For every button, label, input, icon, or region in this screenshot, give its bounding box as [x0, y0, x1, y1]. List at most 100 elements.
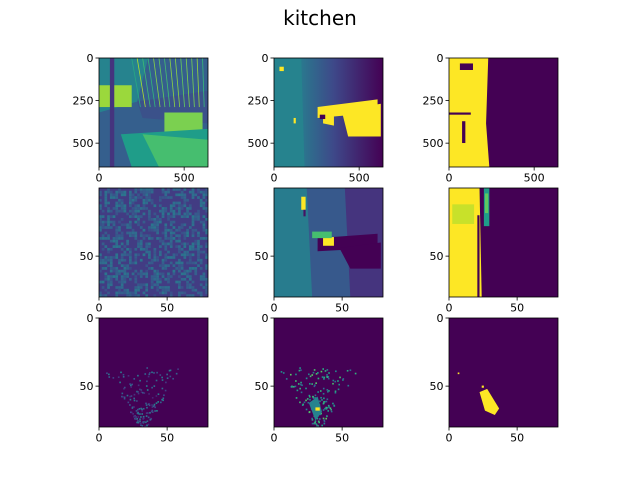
sparse-point [157, 393, 160, 396]
feature-cell [123, 209, 127, 213]
feature-cell [156, 288, 159, 292]
feature-cell [134, 234, 138, 238]
y-tick-label: 0 [87, 52, 94, 65]
feature-cell [175, 212, 179, 216]
feature-cell [112, 256, 116, 259]
feature-cell [153, 223, 157, 227]
feature-cell [188, 253, 192, 257]
feature-cell [120, 201, 124, 205]
feature-cell [120, 193, 124, 197]
sparse-point [326, 398, 329, 401]
feature-cell [164, 237, 168, 240]
feature-cell [161, 212, 165, 216]
sparse-point [317, 420, 320, 423]
feature-cell [118, 288, 121, 292]
sparse-point [295, 397, 298, 399]
sparse-point [307, 373, 310, 376]
sparse-point [151, 396, 154, 399]
feature-cell [158, 245, 162, 248]
feature-cell [188, 267, 192, 270]
feature-cell [120, 280, 124, 284]
feature-cell [99, 291, 102, 295]
sparse-point [316, 417, 319, 420]
feature-cell [156, 215, 159, 218]
feature-cell [118, 190, 121, 194]
feature-cell [197, 188, 200, 191]
x-tick-label: 0 [96, 302, 103, 315]
axes-frame [448, 187, 559, 298]
feature-cell [131, 209, 135, 213]
feature-cell [126, 212, 129, 216]
feature-cell [137, 239, 140, 243]
feature-cell [109, 193, 113, 197]
feature-cell [120, 207, 124, 210]
feature-cell [164, 277, 168, 281]
sparse-point [151, 386, 153, 389]
feature-cell [145, 264, 149, 268]
feature-cell [164, 209, 168, 213]
feature-cell [137, 204, 140, 208]
stripe [158, 58, 166, 108]
feature-cell [115, 212, 119, 216]
y-tick-label: 50 [430, 380, 444, 393]
feature-cell [101, 226, 105, 229]
feature-cell [145, 272, 149, 276]
feature-cell [131, 231, 135, 235]
sparse-point [150, 410, 153, 413]
feature-cell [142, 247, 146, 251]
feature-cell [137, 215, 140, 218]
sparse-point [323, 400, 325, 403]
feature-cell [109, 258, 113, 262]
feature-cell [205, 253, 208, 257]
sparse-point [142, 421, 144, 423]
feature-cell [199, 294, 203, 297]
feature-cell [197, 196, 200, 199]
sparse-point [141, 408, 143, 411]
sparse-point [333, 405, 336, 407]
sparse-point [327, 410, 330, 412]
sparse-point [151, 404, 153, 406]
feature-cell [199, 245, 203, 248]
feature-cell [101, 223, 105, 227]
sparse-point [133, 399, 136, 402]
feature-cell [158, 198, 162, 202]
feature-cell [175, 253, 179, 257]
sparse-point [164, 389, 167, 392]
feature-cell [118, 188, 121, 191]
sparse-point [153, 385, 156, 387]
y-tick-label: 500 [248, 137, 269, 150]
sparse-point [312, 371, 315, 374]
feature-cell [99, 253, 102, 257]
sparse-point [139, 388, 141, 391]
sparse-point [149, 372, 151, 374]
sparse-point [142, 418, 144, 420]
feature-cell [199, 267, 203, 270]
feature-cell [134, 196, 138, 199]
feature-cell [180, 261, 184, 265]
feature-cell [167, 286, 170, 289]
y-tick-label: 250 [73, 95, 94, 108]
figure-title: kitchen [283, 6, 357, 30]
y-tick-label: 0 [437, 52, 444, 65]
stripe [196, 58, 200, 108]
sparse-point [120, 371, 122, 374]
sparse-point [311, 418, 314, 421]
feature-cell [161, 264, 165, 268]
feature-cell [126, 272, 129, 276]
feature-cell [150, 267, 154, 270]
sparse-point [144, 373, 147, 375]
feature-cell [150, 217, 154, 221]
sparse-point [129, 398, 132, 401]
heatmap-image [99, 58, 208, 167]
feature-cell [99, 280, 102, 284]
feature-cell [194, 217, 198, 221]
feature-cell [142, 272, 146, 276]
feature-cell [123, 193, 127, 197]
feature-cell [104, 275, 108, 278]
feature-cell [115, 272, 119, 276]
sparse-point [129, 395, 131, 398]
sparse-point [139, 379, 141, 382]
sparse-point [318, 400, 321, 403]
sparse-point [129, 404, 131, 406]
feature-cell [99, 215, 102, 218]
